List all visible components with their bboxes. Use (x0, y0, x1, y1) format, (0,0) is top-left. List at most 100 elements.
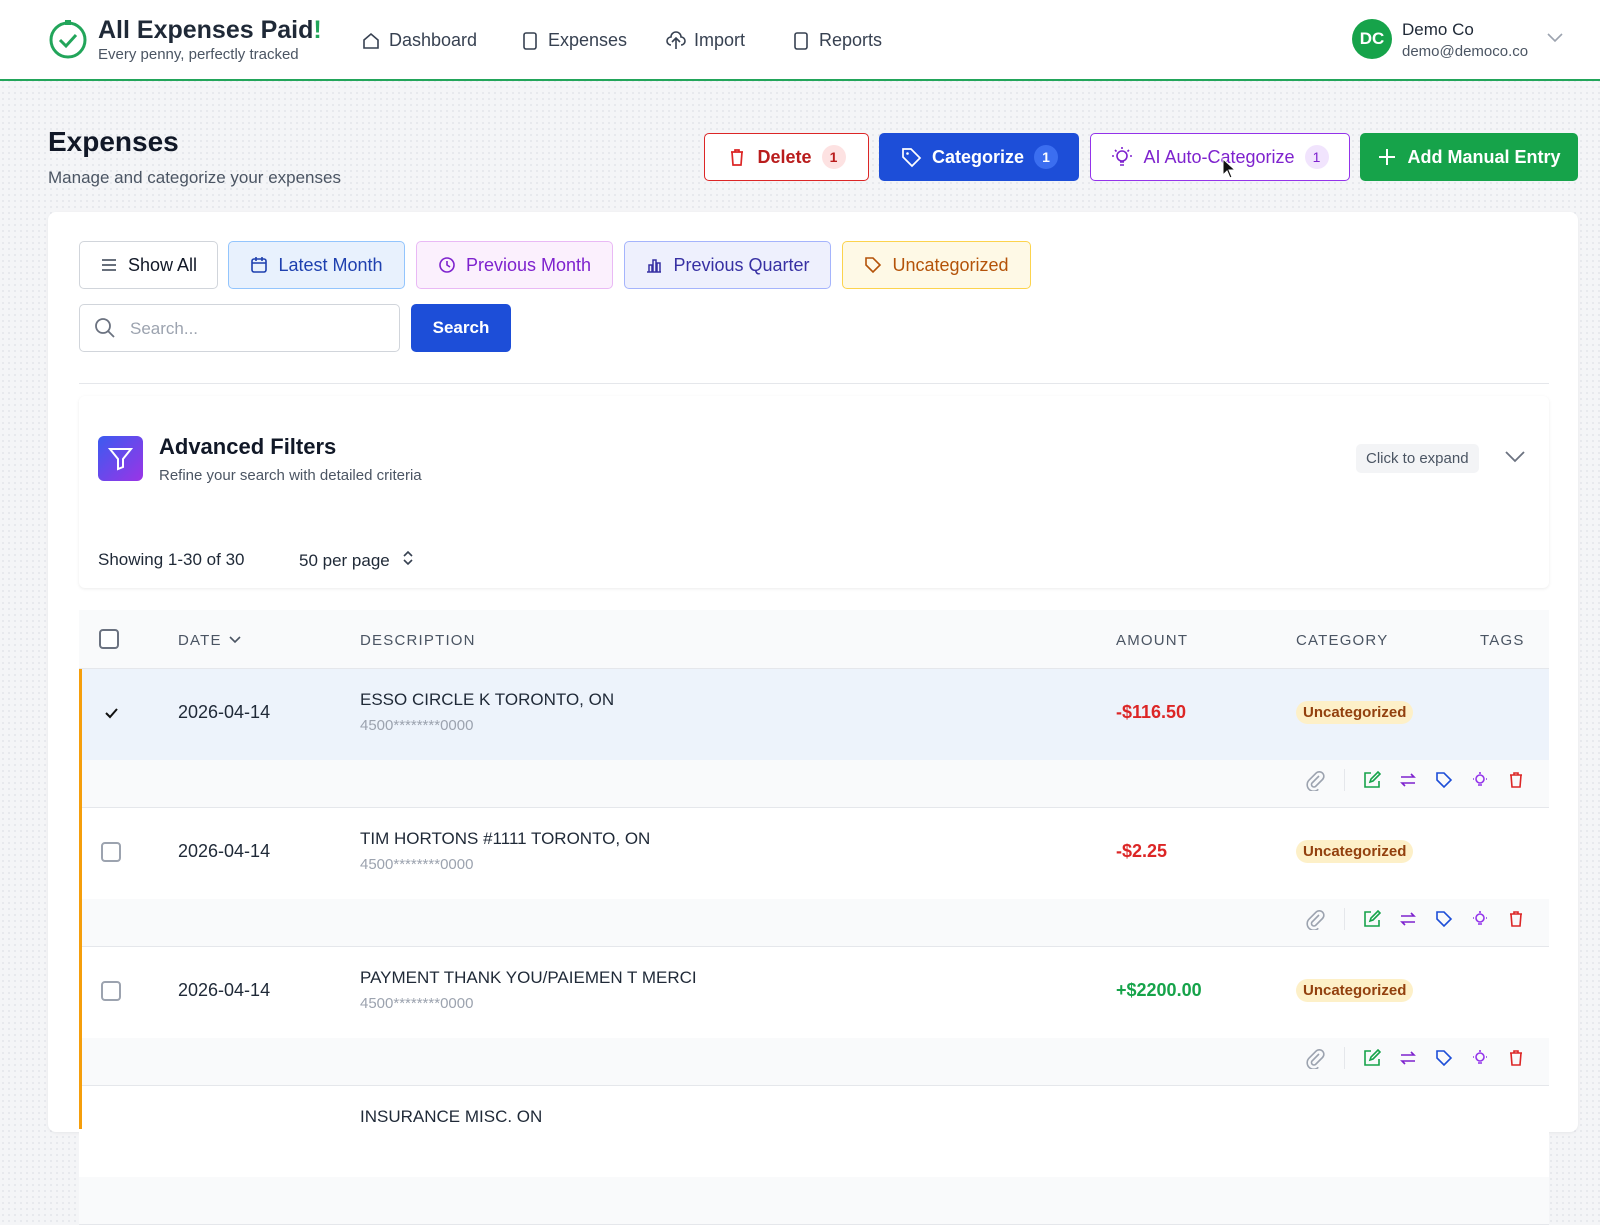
row-account: 4500********0000 (360, 995, 474, 1012)
expense-row[interactable]: 2026-04-14 TIM HORTONS #1111 TORONTO, ON 4… (79, 808, 1549, 947)
row-description: TIM HORTONS #1111 TORONTO, ON (360, 829, 651, 848)
advanced-filters-subtitle: Refine your search with detailed criteri… (159, 467, 422, 484)
row-date: 2026-04-14 (178, 702, 271, 722)
row-description: ESSO CIRCLE K TORONTO, ON (360, 690, 615, 709)
nav-reports[interactable]: Reports (791, 30, 882, 51)
search-placeholder: Search... (130, 319, 199, 338)
expand-chevron[interactable] (1504, 450, 1526, 464)
edit-icon[interactable] (1363, 771, 1381, 789)
nav-dashboard[interactable]: Dashboard (361, 30, 477, 51)
add-entry-button[interactable]: Add Manual Entry (1360, 133, 1578, 181)
filter-uncategorized[interactable]: Uncategorized (842, 241, 1031, 289)
filter-label: Latest Month (278, 254, 383, 275)
categorize-button[interactable]: Categorize 1 (879, 133, 1079, 181)
delete-icon[interactable] (1507, 771, 1525, 789)
ai-icon[interactable] (1471, 771, 1489, 789)
edit-icon[interactable] (1363, 910, 1381, 928)
filter-show-all[interactable]: Show All (79, 241, 218, 289)
cursor (1222, 158, 1237, 179)
pagination-summary: Showing 1-30 of 30 (98, 550, 245, 569)
tag-icon[interactable] (1435, 1049, 1453, 1067)
filter-label: Show All (127, 254, 198, 275)
nav-label: Import (694, 30, 746, 50)
advanced-filters-panel (79, 396, 1549, 588)
separator (1344, 769, 1345, 791)
expense-row[interactable]: 2026-04-14 PAYMENT THANK YOU/PAIEMEN T ME… (79, 947, 1549, 1086)
brand-mark: ! (313, 16, 322, 44)
separator (1344, 908, 1345, 930)
row-actions (1304, 769, 1525, 791)
row-category[interactable]: Uncategorized (1296, 979, 1414, 1002)
nav-expenses[interactable]: Expenses (520, 30, 627, 51)
tag-icon[interactable] (1435, 771, 1453, 789)
avatar[interactable]: DC (1352, 19, 1392, 59)
nav-import[interactable]: Import (666, 30, 745, 51)
filter-label: Previous Month (465, 254, 592, 275)
transfer-icon[interactable] (1399, 1049, 1417, 1067)
attach-icon[interactable] (1304, 769, 1326, 791)
row-amount: -$116.50 (1116, 702, 1187, 722)
tagline: Every penny, perfectly tracked (98, 46, 299, 63)
row-checkbox-checked[interactable] (103, 705, 119, 721)
transfer-icon[interactable] (1399, 910, 1417, 928)
tag-icon[interactable] (1435, 910, 1453, 928)
filter-previous-quarter[interactable]: Previous Quarter (624, 241, 831, 289)
row-amount: -$2.25 (1116, 841, 1168, 861)
column-date[interactable]: DATE (178, 632, 242, 649)
top-bar: All Expenses Paid! Every penny, perfectl… (0, 0, 1600, 81)
ai-icon[interactable] (1471, 910, 1489, 928)
button-label: Delete (757, 146, 812, 167)
row-category[interactable]: Uncategorized (1296, 701, 1414, 724)
expense-row[interactable]: INSURANCE MISC. ON (79, 1086, 1549, 1225)
expense-row[interactable]: 2026-04-14 ESSO CIRCLE K TORONTO, ON 4500*… (79, 669, 1549, 808)
delete-button[interactable]: Delete 1 (704, 133, 869, 181)
user-name: Demo Co (1402, 20, 1474, 39)
ai-icon[interactable] (1471, 1049, 1489, 1067)
page-subtitle: Manage and categorize your expenses (48, 168, 341, 187)
column-label: DATE (178, 632, 222, 649)
per-page-select[interactable]: 50 per page (299, 550, 414, 571)
attach-icon[interactable] (1304, 908, 1326, 930)
select-all-checkbox[interactable] (99, 629, 119, 649)
row-actions (1304, 1047, 1525, 1069)
column-description: DESCRIPTION (360, 632, 476, 649)
button-label: Categorize (931, 146, 1025, 167)
row-checkbox[interactable] (101, 842, 121, 862)
row-amount: +$2200.00 (1116, 980, 1202, 1000)
column-category: CATEGORY (1296, 632, 1389, 649)
column-amount: AMOUNT (1116, 632, 1189, 649)
row-checkbox[interactable] (101, 981, 121, 1001)
page-title: Expenses (48, 126, 179, 157)
advanced-filters-title[interactable]: Advanced Filters (159, 434, 337, 459)
attach-icon[interactable] (1304, 1047, 1326, 1069)
per-page-label: 50 per page (299, 551, 390, 570)
row-actions (1304, 908, 1525, 930)
filter-label: Previous Quarter (673, 254, 810, 275)
delete-icon[interactable] (1507, 910, 1525, 928)
delete-icon[interactable] (1507, 1049, 1525, 1067)
filter-previous-month[interactable]: Previous Month (416, 241, 613, 289)
divider (79, 383, 1549, 384)
button-count: 1 (1034, 145, 1059, 169)
column-tags: TAGS (1480, 632, 1525, 649)
search-input[interactable]: Search... (79, 304, 400, 352)
ai-categorize-button[interactable]: AI Auto-Categorize 1 (1090, 133, 1350, 181)
nav-label: Expenses (548, 30, 628, 50)
row-category[interactable]: Uncategorized (1296, 840, 1414, 863)
user-menu-chevron[interactable] (1546, 32, 1564, 44)
row-account: 4500********0000 (360, 856, 474, 873)
filter-latest-month[interactable]: Latest Month (228, 241, 405, 289)
filter-label: Uncategorized (892, 254, 1009, 275)
nav-label: Reports (819, 30, 883, 50)
user-email: demo@democo.co (1402, 43, 1529, 60)
expand-toggle[interactable]: Click to expand (1356, 444, 1479, 473)
transfer-icon[interactable] (1399, 771, 1417, 789)
nav-label: Dashboard (389, 30, 478, 50)
filter-icon (98, 436, 143, 481)
brand[interactable]: All Expenses Paid! (98, 16, 322, 45)
search-button[interactable]: Search (411, 304, 511, 352)
table-header (79, 610, 1549, 669)
logo (49, 20, 87, 59)
edit-icon[interactable] (1363, 1049, 1381, 1067)
